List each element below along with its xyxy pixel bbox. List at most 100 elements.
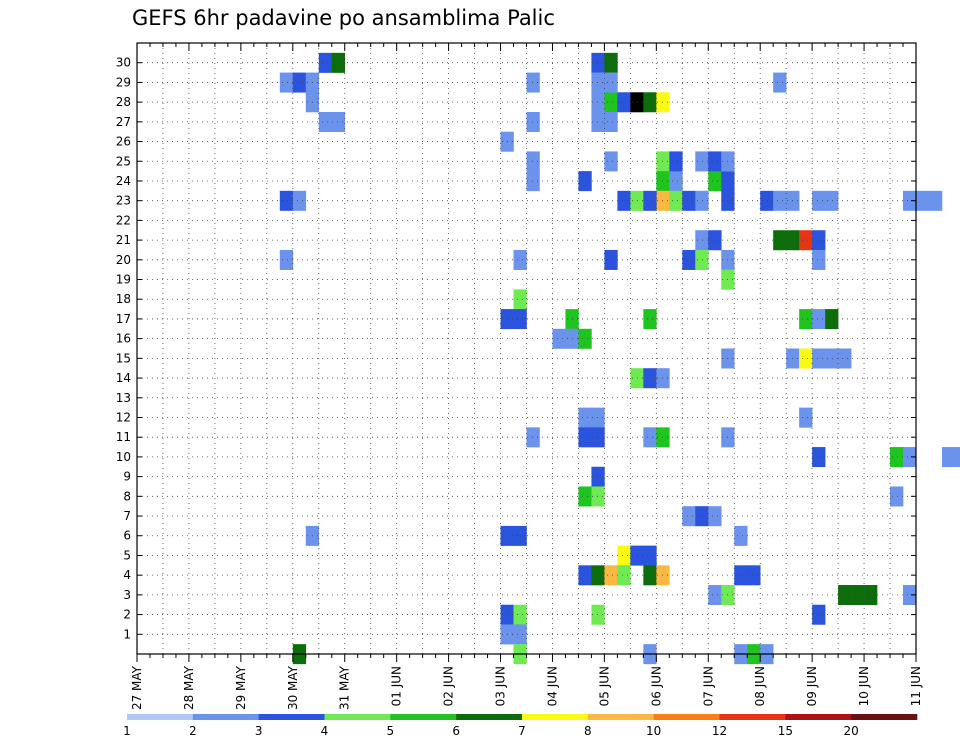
colorbar-label: 5 [387, 724, 395, 738]
y-tick-label: 22 [116, 213, 131, 227]
x-tick-label: 08 JUN [753, 666, 767, 706]
y-tick-label: 29 [116, 75, 131, 89]
precip-cell [643, 545, 657, 566]
precip-cell [292, 72, 307, 93]
precip-cell [708, 585, 722, 606]
x-tick-label: 10 JUN [857, 666, 871, 706]
precip-cell [643, 92, 657, 113]
precip-cell [617, 190, 631, 211]
precip-cell [928, 190, 943, 211]
colorbar-swatch [587, 714, 654, 720]
precip-cell [682, 249, 696, 270]
colorbar-swatch [522, 714, 589, 720]
precip-cell [812, 309, 826, 330]
precip-cell [604, 111, 618, 132]
precip-cell [617, 92, 631, 113]
precip-cell [734, 565, 748, 586]
precip-cell [578, 171, 592, 192]
precip-cell [643, 309, 657, 330]
colorbar-label: 6 [452, 724, 460, 738]
x-tick-label: 27 MAY [130, 665, 144, 710]
precip-cell [812, 447, 826, 468]
precip-cell [799, 348, 813, 369]
precip-cell [604, 52, 618, 73]
precip-cell [578, 427, 592, 448]
colorbar-label: 7 [518, 724, 526, 738]
precip-cell [591, 52, 605, 73]
precip-cell [513, 309, 527, 330]
precip-cell [617, 545, 631, 566]
colorbar-swatch [390, 714, 457, 720]
precip-cell [604, 151, 618, 172]
precip-cell [526, 72, 540, 93]
precip-cell [604, 92, 618, 113]
colorbar-swatch [258, 714, 325, 720]
y-tick-label: 2 [123, 608, 131, 622]
precip-cell [695, 506, 709, 527]
colorbar: 1 2 3 4 5 6 7 8 10 12 15 20 [123, 714, 918, 738]
precip-cell [708, 230, 722, 251]
y-tick-label: 24 [116, 174, 131, 188]
precip-cell [825, 309, 839, 330]
precip-cell [526, 427, 540, 448]
y-tick-label: 21 [116, 233, 131, 247]
precip-cell [682, 506, 696, 527]
precip-cell [643, 190, 657, 211]
y-tick-label: 25 [116, 154, 131, 168]
x-tick-label: 06 JUN [649, 666, 663, 706]
x-tick-label: 28 MAY [182, 665, 196, 710]
y-tick-label: 1 [123, 627, 131, 641]
colorbar-label: 2 [189, 724, 197, 738]
precip-cell [954, 447, 960, 468]
y-tick-label: 16 [116, 332, 131, 346]
precip-cell [890, 486, 904, 507]
precip-cell [591, 111, 605, 132]
y-tick-label: 20 [116, 253, 131, 267]
y-tick-label: 17 [116, 312, 131, 326]
colorbar-swatch [192, 714, 259, 720]
colorbar-label: 4 [321, 724, 329, 738]
precip-cell [773, 190, 787, 211]
y-tick-label: 27 [116, 115, 131, 129]
precip-cell [903, 447, 917, 468]
precip-cell [617, 565, 631, 586]
precip-cell [838, 348, 852, 369]
y-tick-label: 10 [116, 450, 131, 464]
colorbar-swatch [653, 714, 720, 720]
precip-cell [591, 604, 605, 625]
precip-cell [903, 190, 917, 211]
precip-cell [799, 230, 813, 251]
precip-cell [591, 565, 605, 586]
precip-cell [279, 249, 294, 270]
y-tick-label: 18 [116, 292, 131, 306]
precip-cell [526, 151, 540, 172]
precip-cell [773, 230, 787, 251]
precip-cell [513, 289, 527, 310]
precip-cell [279, 72, 294, 93]
precip-cell [708, 151, 722, 172]
precip-cell [591, 486, 605, 507]
precip-cell [604, 72, 618, 93]
colorbar-swatch [719, 714, 786, 720]
precip-cell [513, 525, 527, 546]
precip-cell [578, 407, 592, 428]
precip-cell [279, 190, 294, 211]
precip-cell [669, 151, 683, 172]
y-tick-label: 3 [123, 588, 131, 602]
precip-cell [916, 190, 930, 211]
precip-cell [591, 72, 605, 93]
precip-cell [838, 585, 852, 606]
precip-cell [812, 604, 826, 625]
precip-cell [591, 407, 605, 428]
precip-cell [708, 171, 722, 192]
precip-cell [812, 249, 826, 270]
chart-title: GEFS 6hr padavine po ansamblima Palic [132, 6, 555, 30]
x-tick-label: 02 JUN [442, 666, 456, 706]
colorbar-label: 12 [712, 724, 727, 738]
precip-cell [513, 624, 527, 645]
precip-cell [941, 447, 956, 468]
y-tick-label: 30 [116, 56, 131, 70]
precip-cell [890, 447, 904, 468]
precip-cell [682, 190, 696, 211]
